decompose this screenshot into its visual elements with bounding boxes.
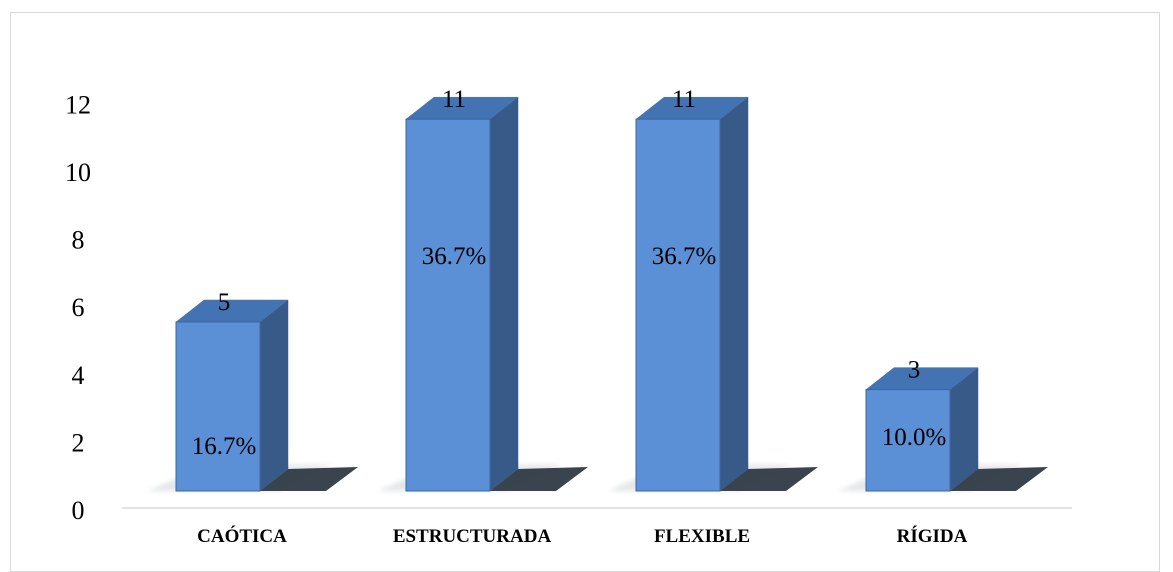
y-tick-label: 0 (72, 496, 85, 525)
bar-side (259, 299, 289, 492)
percent-label: 16.7% (192, 433, 257, 460)
category-label: RÍGIDA (897, 525, 968, 547)
value-label: 5 (218, 289, 231, 316)
y-tick-label: 10 (65, 158, 91, 187)
bar-side (489, 96, 519, 492)
x-axis-categories: CAÓTICA ESTRUCTURADA FLEXIBLE RÍGIDA (197, 525, 968, 547)
y-tick-label: 6 (72, 293, 85, 322)
percent-label: 36.7% (422, 243, 487, 270)
value-label: 11 (672, 86, 696, 113)
category-label: CAÓTICA (197, 525, 287, 547)
bar-shadow (490, 467, 588, 491)
bar-estructurada (405, 118, 491, 492)
bar-shadow (260, 467, 358, 491)
percent-label: 36.7% (652, 243, 717, 270)
bar-shadow (950, 467, 1048, 491)
y-tick-label: 4 (72, 361, 85, 390)
bar-flexible (635, 118, 721, 492)
bar-shadow (720, 467, 818, 491)
y-tick-label: 2 (72, 428, 85, 457)
bar-caótica (175, 321, 261, 492)
percent-label: 10.0% (882, 424, 947, 451)
bar-side (719, 96, 749, 492)
y-tick-label: 12 (65, 90, 91, 119)
y-axis-ticks: 0 2 4 6 8 10 12 (65, 90, 91, 525)
value-label: 11 (442, 86, 466, 113)
y-tick-label: 8 (72, 226, 85, 255)
bar-rígida (865, 389, 951, 492)
data-labels: 5 16.7% 11 36.7% 11 36.7% 3 10.0% (192, 86, 947, 460)
category-label: FLEXIBLE (654, 526, 750, 547)
category-label: ESTRUCTURADA (393, 526, 552, 547)
value-label: 3 (908, 357, 921, 384)
bars (175, 96, 979, 492)
